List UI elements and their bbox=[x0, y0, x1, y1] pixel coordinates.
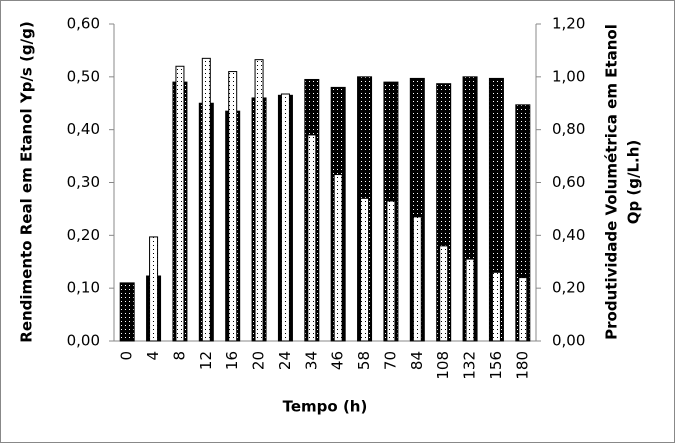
y-tick-label: 0,60 bbox=[67, 15, 100, 33]
x-tick-label: 0 bbox=[118, 351, 136, 361]
x-tick-label: 34 bbox=[302, 351, 320, 370]
y2-tick-label: 1,00 bbox=[552, 67, 585, 85]
bar bbox=[360, 197, 370, 342]
x-tick-label: 108 bbox=[434, 351, 452, 380]
x-axis-title: Tempo (h) bbox=[283, 398, 368, 416]
y-tick-label: 0,10 bbox=[67, 279, 100, 297]
x-tick-label: 46 bbox=[329, 351, 347, 370]
y2-axis-title: Qp (g/L.h) bbox=[625, 140, 643, 225]
y2-tick-label: 0,20 bbox=[552, 279, 585, 297]
y-tick-label: 0,50 bbox=[67, 67, 100, 85]
bar bbox=[333, 174, 343, 342]
bar bbox=[518, 277, 528, 342]
bar bbox=[119, 282, 135, 342]
bar bbox=[280, 93, 290, 342]
x-tick-label: 24 bbox=[276, 351, 294, 370]
bar bbox=[491, 271, 501, 342]
bar bbox=[412, 216, 422, 342]
x-tick-label: 84 bbox=[408, 351, 426, 370]
x-tick-label: 20 bbox=[250, 351, 268, 370]
y-tick-label: 0,20 bbox=[67, 226, 100, 244]
y-tick-label: 0,30 bbox=[67, 173, 100, 191]
x-tick-label: 16 bbox=[223, 351, 241, 370]
bar bbox=[307, 134, 317, 342]
bar bbox=[386, 200, 396, 342]
y-tick-label: 0,00 bbox=[67, 332, 100, 350]
x-tick-label: 8 bbox=[170, 351, 188, 361]
y2-axis-title: Produtividade Volumétrica em Etanol bbox=[603, 24, 621, 340]
x-tick-label: 132 bbox=[461, 351, 479, 380]
y-tick-label: 0,40 bbox=[67, 120, 100, 138]
y2-tick-label: 0,40 bbox=[552, 226, 585, 244]
x-tick-label: 156 bbox=[487, 351, 505, 380]
y-axis-title: Rendimento Real em Etanol Yp/s (g/g) bbox=[18, 21, 36, 342]
bar bbox=[254, 59, 264, 342]
x-tick-label: 58 bbox=[355, 351, 373, 370]
x-tick-label: 180 bbox=[513, 351, 531, 380]
bar bbox=[465, 258, 475, 342]
bar bbox=[149, 236, 159, 342]
x-tick-label: 4 bbox=[144, 351, 162, 361]
bar bbox=[175, 65, 185, 342]
bar bbox=[201, 57, 211, 342]
y2-tick-label: 0,00 bbox=[552, 332, 585, 350]
bar bbox=[439, 245, 449, 342]
y2-tick-label: 0,80 bbox=[552, 120, 585, 138]
x-tick-label: 70 bbox=[381, 351, 399, 370]
bar bbox=[228, 71, 238, 342]
y2-tick-label: 0,60 bbox=[552, 173, 585, 191]
x-tick-label: 12 bbox=[197, 351, 215, 370]
y2-tick-label: 1,20 bbox=[552, 15, 585, 33]
